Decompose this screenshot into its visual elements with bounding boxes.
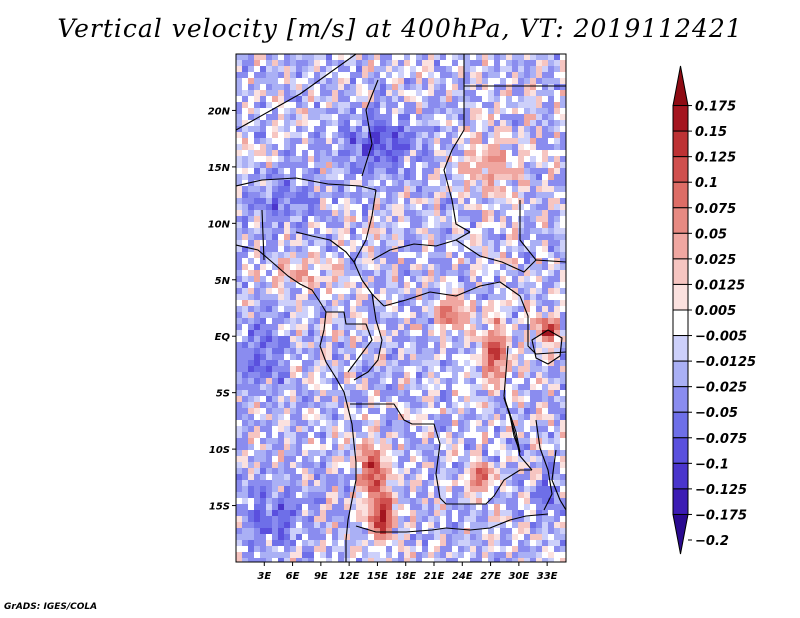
colorbar-label: −0.075 (695, 432, 747, 447)
border-car-south (383, 281, 521, 307)
y-tick-label: 5S (216, 389, 230, 400)
y-tick-label: EQ (215, 332, 231, 343)
border-congo-gabon (326, 311, 373, 373)
y-tick-label: 5N (215, 276, 231, 287)
colorbar-swatch (672, 156, 689, 183)
chart-title: Vertical velocity [m/s] at 400hPa, VT: 2… (57, 14, 743, 43)
velocity-field (236, 54, 566, 562)
border-namibia (445, 513, 549, 531)
colorbar-label: 0.1 (695, 176, 718, 191)
colorbar-swatch (672, 309, 689, 337)
y-axis-ticks: 20N 15N 10N 5N EQ 5S 10S 15S (208, 106, 236, 513)
colorbar-swatch (672, 232, 689, 260)
colorbar-label: 0.0125 (695, 278, 745, 293)
border-sudan-south (455, 239, 566, 273)
border-angola-north (350, 403, 441, 445)
x-tick-label: 27E (480, 571, 501, 582)
colorbar-swatch (672, 360, 689, 388)
grads-credit: GrADS: IGES/COLA (4, 602, 98, 612)
colorbar-label: −0.125 (695, 483, 747, 498)
border-nigeria-east (295, 231, 385, 307)
x-axis-ticks: 3E 6E 9E 12E 15E 18E 21E 24E 27E 30E 33E (257, 562, 558, 582)
colorbar-label: 0.025 (695, 253, 736, 268)
border-egypt (463, 54, 566, 87)
x-tick-label: 3E (257, 571, 271, 582)
colorbar-swatch (672, 130, 689, 158)
border-chad-east (443, 129, 471, 233)
colorbar-label: −0.0125 (695, 355, 756, 370)
y-tick-label: 20N (208, 106, 231, 117)
border-car-north (371, 231, 471, 261)
colorbar-swatch (672, 181, 689, 209)
colorbar-swatch (672, 105, 689, 132)
x-tick-label: 12E (339, 571, 360, 582)
y-tick-label: 10S (209, 445, 230, 456)
colorbar-swatch (672, 488, 689, 515)
colorbar-label: 0.075 (695, 202, 736, 217)
x-tick-label: 9E (314, 571, 328, 582)
border-zambia (446, 469, 532, 505)
colorbar-swatch (672, 258, 689, 285)
colorbar-label: 0.005 (695, 304, 736, 319)
colorbar-label: −0.05 (695, 406, 738, 421)
colorbar: 0.175 0.15 0.125 0.1 0.075 0.05 0.025 0.0125 0.0… (672, 65, 756, 555)
colorbar-swatch (672, 513, 689, 555)
border-benin (261, 209, 265, 261)
border-malawi (535, 419, 553, 511)
coastline-west (236, 244, 357, 562)
lake-tanganyika (503, 397, 521, 453)
x-tick-label: 21E (424, 571, 445, 582)
y-tick-label: 10N (208, 219, 231, 230)
colorbar-label: 0.175 (695, 100, 736, 115)
border-niger-south (236, 177, 377, 191)
border-uganda (519, 295, 566, 355)
colorbar-swatch (672, 65, 689, 107)
colorbar-label: 0.15 (695, 125, 727, 140)
border-mozambique (551, 449, 566, 511)
colorbar-label: 0.125 (695, 151, 736, 166)
colorbar-swatch (672, 283, 689, 311)
border-libya (361, 79, 379, 177)
colorbar-swatch (672, 411, 689, 439)
colorbar-swatch (672, 437, 689, 464)
y-tick-label: 15S (209, 502, 230, 513)
x-tick-label: 33E (537, 571, 558, 582)
colorbar-swatch (672, 335, 689, 362)
lake-victoria (531, 329, 563, 365)
x-tick-label: 30E (508, 571, 529, 582)
colorbar-label: −0.005 (695, 330, 747, 345)
border-angola-east (435, 443, 447, 505)
x-tick-label: 15E (367, 571, 388, 582)
country-borders (236, 54, 566, 562)
colorbar-label: −0.175 (695, 508, 747, 523)
x-tick-label: 18E (395, 571, 416, 582)
map-frame (235, 53, 567, 563)
colorbar-label: −0.2 (695, 534, 729, 549)
colorbar-swatch (672, 462, 689, 490)
border-algeria (236, 54, 357, 131)
colorbar-swatch (672, 386, 689, 413)
x-tick-label: 6E (286, 571, 300, 582)
y-tick-label: 15N (208, 163, 231, 174)
colorbar-label: 0.05 (695, 227, 727, 242)
border-chad-west (353, 189, 377, 263)
border-ethiopia (519, 200, 537, 261)
colorbar-swatch (672, 207, 689, 234)
colorbar-label: −0.025 (695, 381, 747, 396)
colorbar-label: −0.1 (695, 457, 729, 472)
x-tick-label: 24E (452, 571, 473, 582)
border-drc-west (353, 293, 383, 381)
border-angola-south (355, 525, 447, 533)
